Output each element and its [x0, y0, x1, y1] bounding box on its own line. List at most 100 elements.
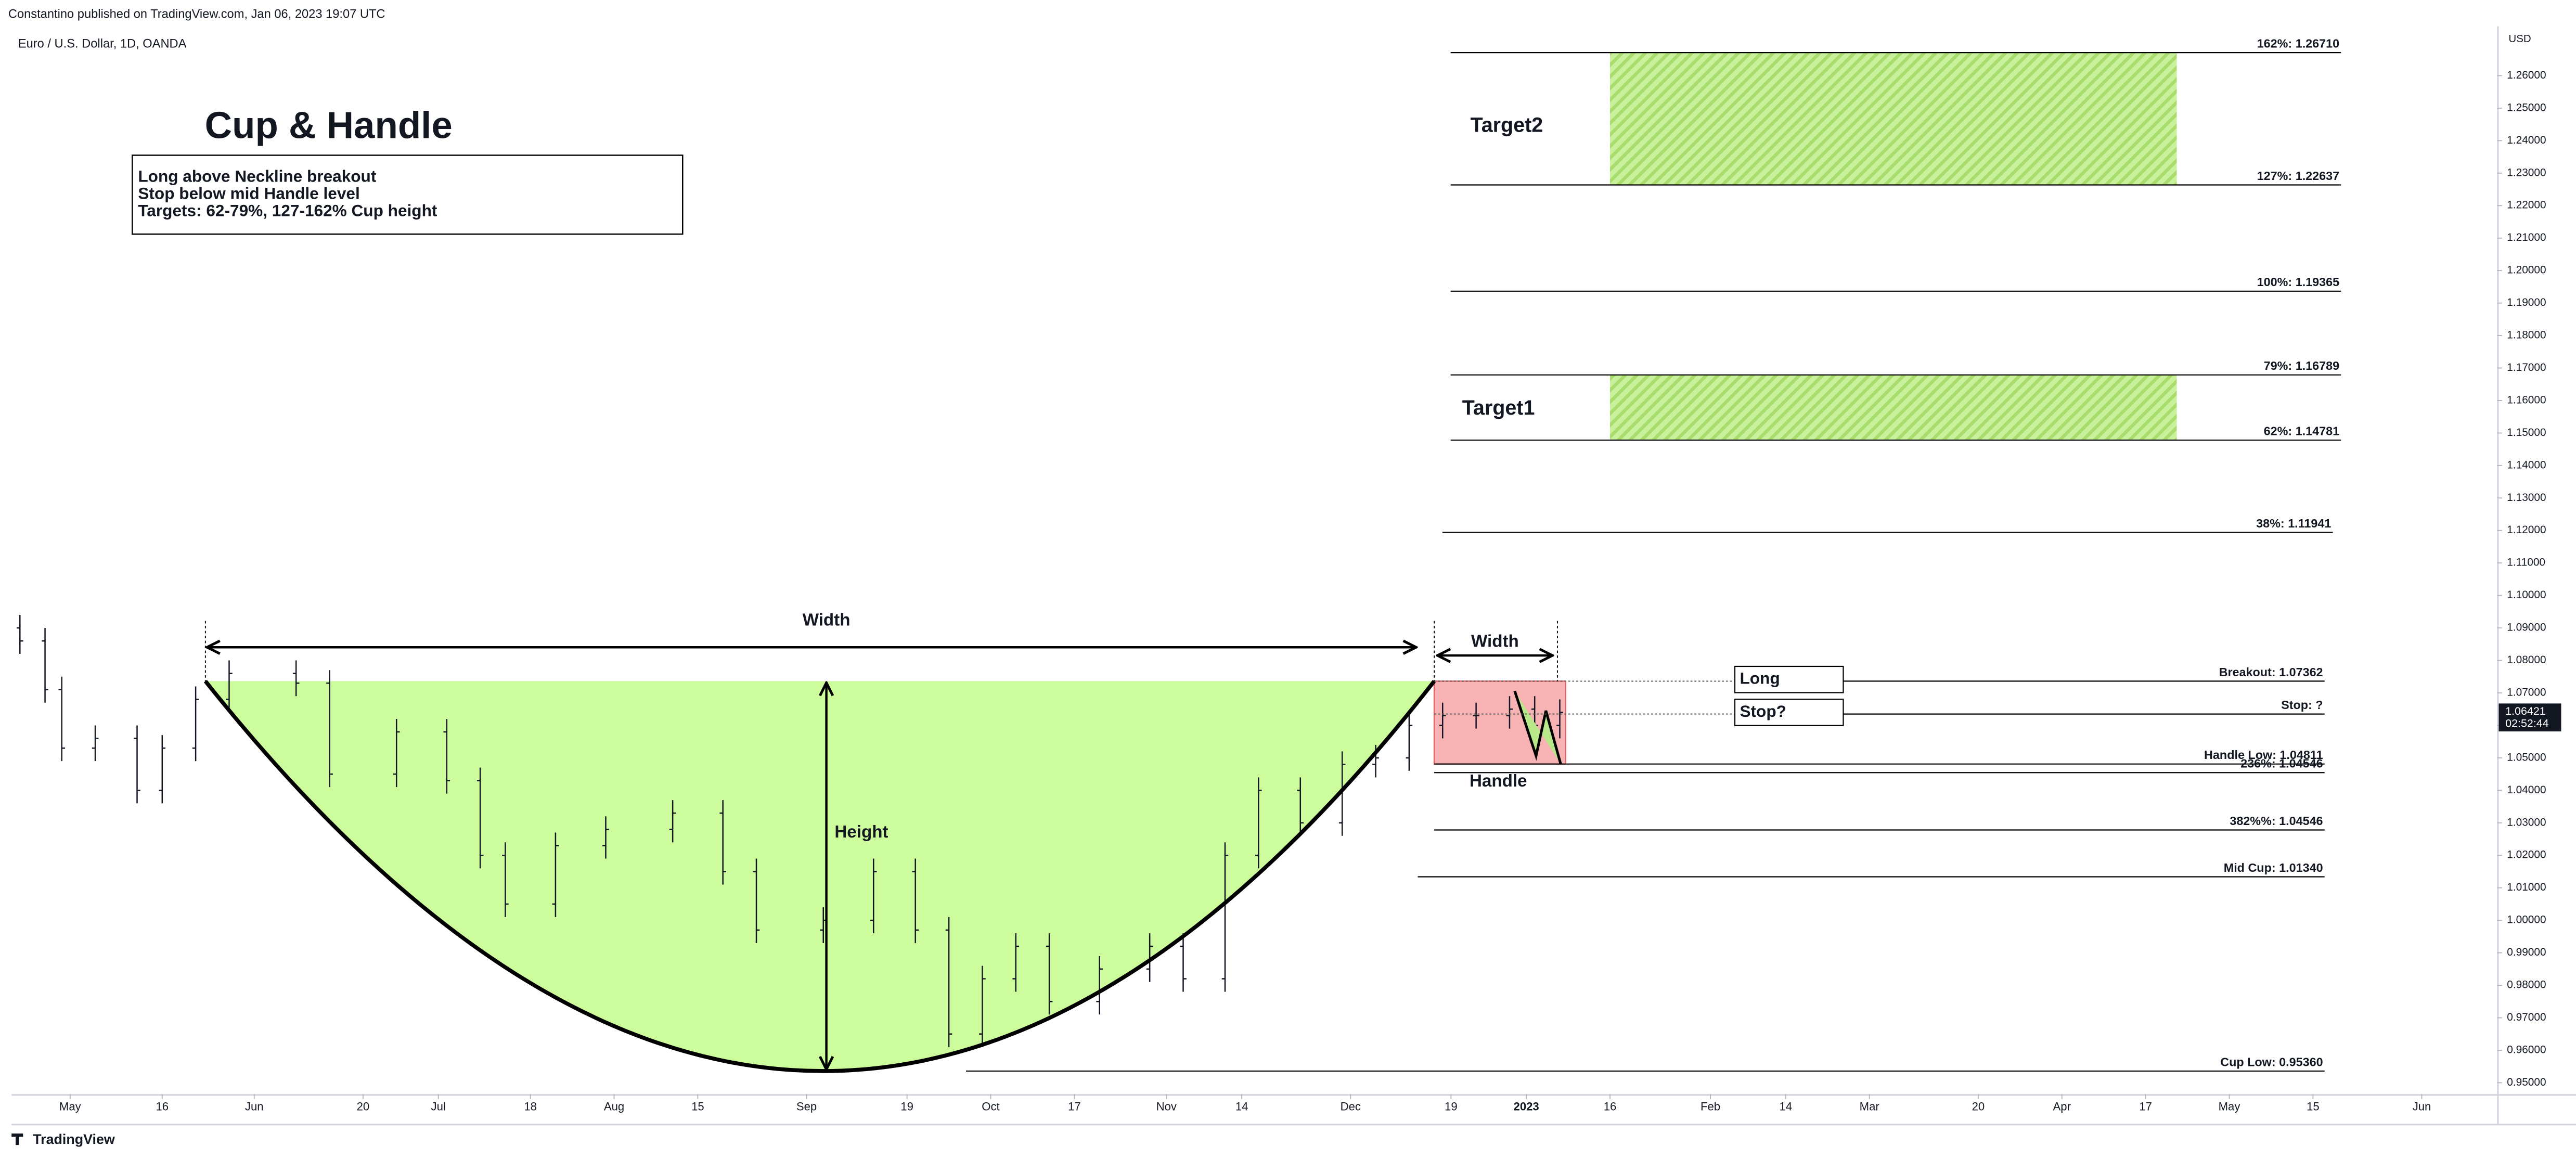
level-label: Cup Low: 0.95360 — [2220, 1055, 2323, 1068]
y-tick-label: 1.01000 — [2507, 881, 2546, 893]
y-tick-label: 1.08000 — [2507, 654, 2546, 666]
x-tick-label: 16 — [1604, 1100, 1617, 1113]
signal-label: Long — [1740, 669, 1780, 688]
level-label: 236%: 1.04546 — [2240, 757, 2323, 770]
level-label: 62%: 1.14781 — [2264, 424, 2339, 437]
x-tick-label: 17 — [1068, 1100, 1081, 1113]
level-label: 79%: 1.16789 — [2264, 359, 2339, 372]
y-tick-label: 1.13000 — [2507, 492, 2546, 504]
level-label: Breakout: 1.07362 — [2219, 665, 2323, 679]
x-tick-label: 15 — [2307, 1100, 2320, 1113]
countdown: 02:52:44 — [2505, 717, 2549, 730]
y-tick-label: 1.21000 — [2507, 231, 2546, 243]
x-tick-label: 15 — [691, 1100, 704, 1113]
y-tick-label: 1.25000 — [2507, 101, 2546, 113]
level-label: 382%%: 1.04546 — [2230, 814, 2323, 828]
y-tick-label: 1.22000 — [2507, 199, 2546, 211]
y-tick-label: 1.24000 — [2507, 134, 2546, 146]
target-zone — [1609, 375, 2177, 441]
y-tick-label: 1.04000 — [2507, 784, 2546, 796]
x-tick-label: Aug — [604, 1100, 624, 1113]
target-zone — [1609, 53, 2177, 185]
y-tick-label: 1.12000 — [2507, 524, 2546, 536]
y-tick-label: 1.05000 — [2507, 751, 2546, 763]
x-tick-label: Nov — [1156, 1100, 1177, 1113]
x-tick-label: Jun — [245, 1100, 264, 1113]
x-tick-label: 14 — [1235, 1100, 1248, 1113]
level-label: 100%: 1.19365 — [2257, 275, 2339, 289]
y-tick-label: 0.98000 — [2507, 979, 2546, 991]
y-tick-label: 1.10000 — [2507, 589, 2546, 601]
y-tick-label: 1.23000 — [2507, 166, 2546, 178]
y-tick-label: 1.07000 — [2507, 687, 2546, 699]
x-tick-label: May — [59, 1100, 81, 1113]
note-box — [132, 154, 684, 235]
x-tick-label: May — [2219, 1100, 2240, 1113]
x-tick-label: 14 — [1780, 1100, 1793, 1113]
x-tick-label: Jun — [2413, 1100, 2431, 1113]
y-tick-label: 1.17000 — [2507, 362, 2546, 374]
level-label: Mid Cup: 1.01340 — [2224, 861, 2323, 874]
note: Stop below mid Handle level — [138, 184, 359, 203]
target-label: Target2 — [1471, 114, 1543, 137]
x-tick-label: 19 — [1445, 1100, 1458, 1113]
x-tick-label: Dec — [1341, 1100, 1361, 1113]
level-label: 127%: 1.22637 — [2257, 169, 2339, 183]
level-label: 38%: 1.11941 — [2256, 517, 2331, 530]
handle-zigzag — [1513, 690, 1562, 765]
x-tick-label: 16 — [156, 1100, 169, 1113]
x-tick-label: 19 — [900, 1100, 913, 1113]
width-label: Width — [803, 610, 851, 629]
brand-logo — [11, 1134, 23, 1145]
x-tick-label: Apr — [2053, 1100, 2071, 1113]
y-tick-label: 0.95000 — [2507, 1076, 2546, 1088]
symbol: Euro / U.S. Dollar, 1D, OANDA — [18, 37, 187, 51]
x-tick-label: 20 — [1972, 1100, 1985, 1113]
axis-unit: USD — [2508, 33, 2531, 45]
signal-label: Stop? — [1740, 702, 1786, 720]
y-tick-label: 1.15000 — [2507, 427, 2546, 439]
signal-box — [1734, 665, 1844, 693]
x-tick-label: Sep — [796, 1100, 817, 1113]
y-tick-label: 1.18000 — [2507, 329, 2546, 341]
signal-box — [1734, 699, 1844, 726]
x-tick-label: 2023 — [1514, 1100, 1539, 1113]
cup-curve — [203, 680, 1436, 1073]
y-tick-label: 1.00000 — [2507, 914, 2546, 926]
y-tick-label: 1.16000 — [2507, 394, 2546, 406]
y-tick-label: 0.97000 — [2507, 1011, 2546, 1023]
y-tick-label: 1.20000 — [2507, 264, 2546, 276]
y-tick-label: 1.26000 — [2507, 69, 2546, 81]
note: Long above Neckline breakout — [138, 166, 376, 185]
y-tick-label: 1.19000 — [2507, 297, 2546, 308]
price-tag — [2498, 703, 2561, 732]
y-tick-label: 0.99000 — [2507, 946, 2546, 958]
handle-label: Handle — [1470, 771, 1527, 791]
price-tag-label: 1.06421 — [2505, 705, 2546, 717]
x-tick-label: Oct — [982, 1100, 999, 1113]
level-label: 162%: 1.26710 — [2257, 36, 2339, 50]
x-tick-label: 20 — [357, 1100, 370, 1113]
y-tick-label: 1.02000 — [2507, 849, 2546, 861]
x-tick-label: Mar — [1860, 1100, 1879, 1113]
brand: TradingView — [33, 1131, 115, 1147]
x-tick-label: Feb — [1701, 1100, 1720, 1113]
handle-width-label: Width — [1471, 632, 1519, 651]
pattern-title: Cup & Handle — [205, 105, 453, 147]
y-tick-label: 1.14000 — [2507, 459, 2546, 471]
level-label: Handle Low: 1.04811 — [2204, 748, 2323, 762]
x-tick-label: Jul — [431, 1100, 446, 1113]
x-tick-label: 17 — [2139, 1100, 2152, 1113]
level-label: Stop: ? — [2281, 698, 2323, 712]
height-label: Height — [834, 822, 888, 842]
header: Constantino published on TradingView.com… — [8, 8, 385, 21]
y-tick-label: 1.03000 — [2507, 816, 2546, 828]
y-tick-label: 0.96000 — [2507, 1044, 2546, 1055]
x-tick-label: 18 — [524, 1100, 537, 1113]
y-tick-label: 1.11000 — [2507, 557, 2545, 569]
y-tick-label: 1.09000 — [2507, 622, 2546, 634]
note: Targets: 62-79%, 127-162% Cup height — [138, 201, 437, 220]
target-label: Target1 — [1462, 396, 1535, 419]
